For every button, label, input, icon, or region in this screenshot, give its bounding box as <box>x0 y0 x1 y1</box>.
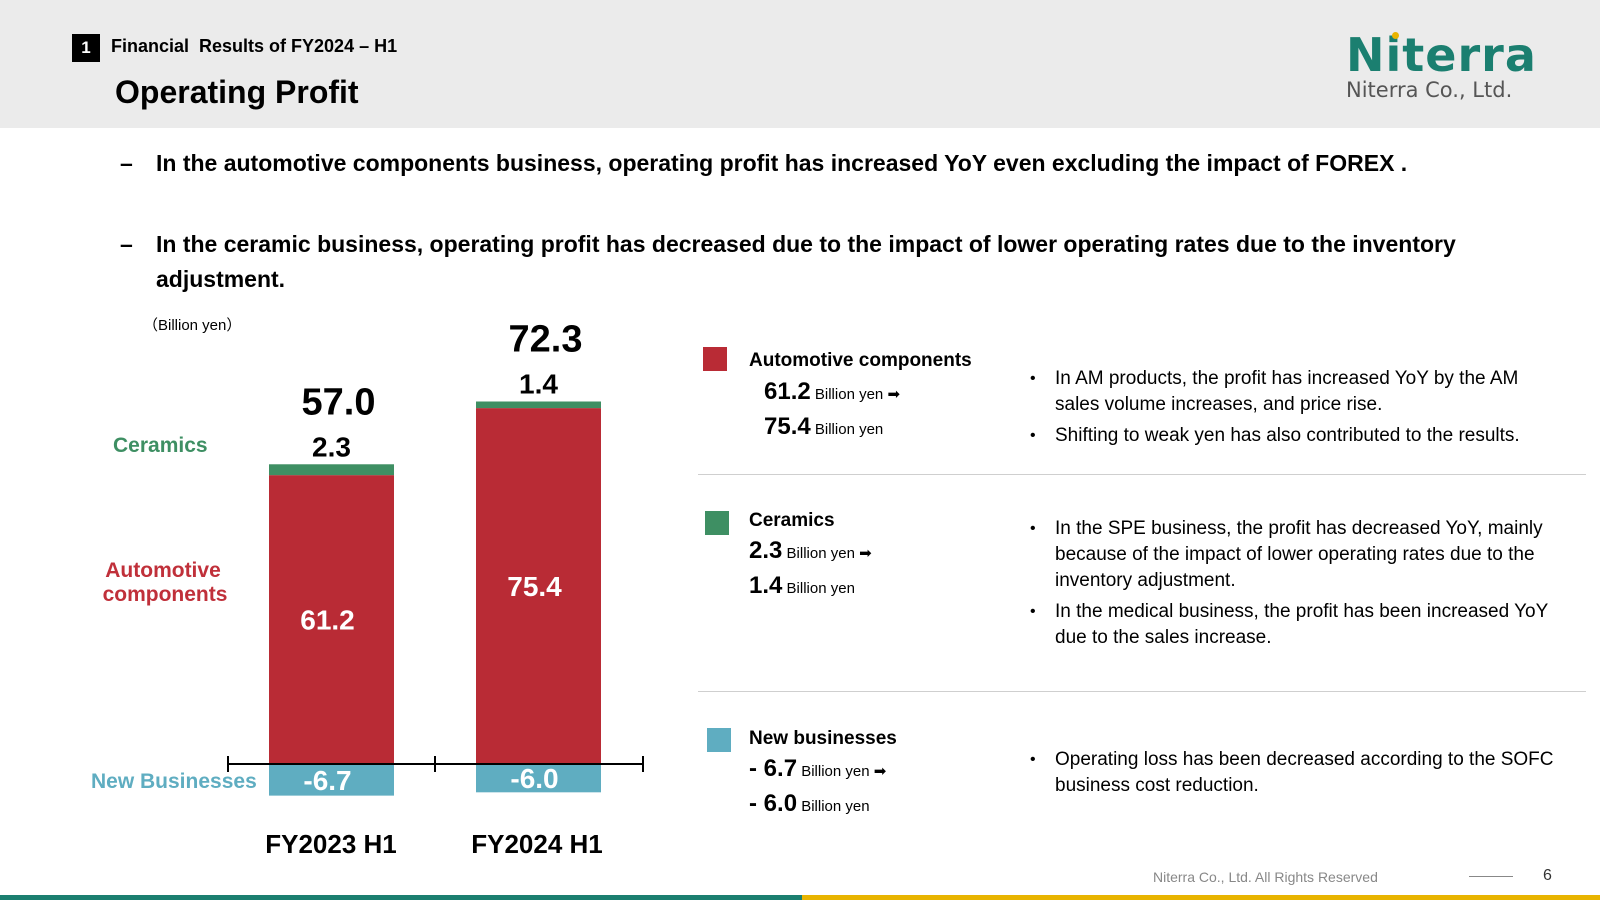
panel-divider <box>698 691 1586 692</box>
bullet-dash: – <box>120 150 133 176</box>
note-item: Shifting to weak yen has also contribute… <box>1030 423 1560 449</box>
bar-ceramics-1 <box>269 464 394 476</box>
header-band: 1 Financial Results of FY2024 – H1 Opera… <box>0 0 1600 128</box>
series-label-automotive-line2: components <box>103 583 228 606</box>
label-total-2: 72.3 <box>509 319 583 361</box>
page-title: Operating Profit <box>115 74 359 110</box>
segment-notes-new-businesses: Operating loss has been decreased accord… <box>1030 747 1560 804</box>
value-prefix: - <box>749 755 764 782</box>
segment-title-automotive: Automotive components <box>749 350 972 371</box>
company-logo: Niterra <box>1346 28 1537 82</box>
x-tick-label-1: FY2023 H1 <box>265 829 397 859</box>
legend-swatch-new-businesses <box>707 728 731 752</box>
unit-label: Billion yen <box>786 580 855 597</box>
from-value: 61.2 <box>764 378 811 405</box>
note-item: Operating loss has been decreased accord… <box>1030 747 1560 799</box>
unit-label: Billion yen <box>801 763 870 780</box>
label-ceramics-1: 2.3 <box>312 431 351 462</box>
segment-notes-automotive: In AM products, the profit has increased… <box>1030 366 1560 454</box>
section-number-badge: 1 <box>72 34 100 62</box>
unit-label: Billion yen <box>814 386 884 403</box>
segment-from-ceramics: 2.3 Billion yen ➡ <box>749 537 872 565</box>
note-item: In the medical business, the profit has … <box>1030 599 1560 651</box>
unit-label: Billion yen <box>786 545 855 562</box>
label-automotive-1: 61.2 <box>300 605 355 636</box>
legend-swatch-ceramics <box>705 511 729 535</box>
legend-swatch-automotive <box>703 347 727 371</box>
note-item: In the SPE business, the profit has decr… <box>1030 516 1560 594</box>
company-name: Niterra Co., Ltd. <box>1346 78 1513 102</box>
bar-ceramics-2 <box>476 401 601 409</box>
segment-to-new-businesses: - 6.0 Billion yen <box>749 790 870 818</box>
panel-divider <box>698 474 1586 475</box>
label-total-1: 57.0 <box>302 381 376 423</box>
from-value: 2.3 <box>749 537 783 564</box>
segment-notes-ceramics: In the SPE business, the profit has decr… <box>1030 516 1560 656</box>
segment-from-new-businesses: - 6.7 Billion yen ➡ <box>749 755 886 783</box>
segment-to-automotive: 75.4 Billion yen <box>764 413 883 441</box>
footer-copyright: Niterra Co., Ltd. All Rights Reserved <box>1153 869 1378 885</box>
note-item: In AM products, the profit has increased… <box>1030 366 1560 418</box>
from-value: 6.7 <box>763 755 798 782</box>
bottom-bar-green <box>0 895 802 900</box>
series-label-new-businesses: New Businesses <box>91 770 257 793</box>
to-value: 6.0 <box>763 790 798 817</box>
arrow-icon: ➡ <box>859 545 872 562</box>
segment-title-ceramics: Ceramics <box>749 510 835 531</box>
bullet-text: In the ceramic business, operating profi… <box>156 231 1456 292</box>
segment-from-automotive: 61.2 Billion yen ➡ <box>764 378 900 406</box>
bullet-dash: – <box>120 231 133 257</box>
page-number: 6 <box>1543 867 1552 884</box>
label-ceramics-2: 1.4 <box>519 369 558 400</box>
series-label-ceramics: Ceramics <box>113 434 208 457</box>
arrow-icon: ➡ <box>873 763 887 780</box>
unit-label: Billion yen <box>801 798 870 815</box>
series-label-automotive-line1: Automotive <box>105 559 221 582</box>
label-new-businesses-1: -6.7 <box>303 765 351 796</box>
bottom-bar-yellow <box>802 895 1600 900</box>
label-new-businesses-2: -6.0 <box>510 763 558 794</box>
bar-automotive-1 <box>269 475 394 764</box>
bar-automotive-2 <box>476 408 601 764</box>
value-prefix: - <box>749 790 764 817</box>
bar-new-businesses-1 <box>269 764 394 796</box>
to-value: 75.4 <box>764 413 811 440</box>
to-value: 1.4 <box>749 572 783 599</box>
chart-unit-label: （Billion yen） <box>143 317 242 334</box>
x-tick-label-2: FY2024 H1 <box>471 829 603 859</box>
footer-rule <box>1469 876 1513 877</box>
arrow-icon: ➡ <box>887 386 901 403</box>
stacked-bar-chart: 61.2 -6.7 2.3 57.0 FY2023 H1 75.4 -6.0 1.4 72.3 F… <box>91 319 644 859</box>
segment-title-new-businesses: New businesses <box>749 728 897 749</box>
segment-to-ceramics: 1.4 Billion yen <box>749 572 855 600</box>
bullet-text: In the automotive components business, o… <box>156 150 1408 176</box>
section-title: Financial Results of FY2024 – H1 <box>111 36 398 56</box>
bar-new-businesses-2 <box>476 764 601 793</box>
logo-dot <box>1392 32 1399 39</box>
label-automotive-2: 75.4 <box>507 571 562 602</box>
unit-label: Billion yen <box>814 421 884 438</box>
